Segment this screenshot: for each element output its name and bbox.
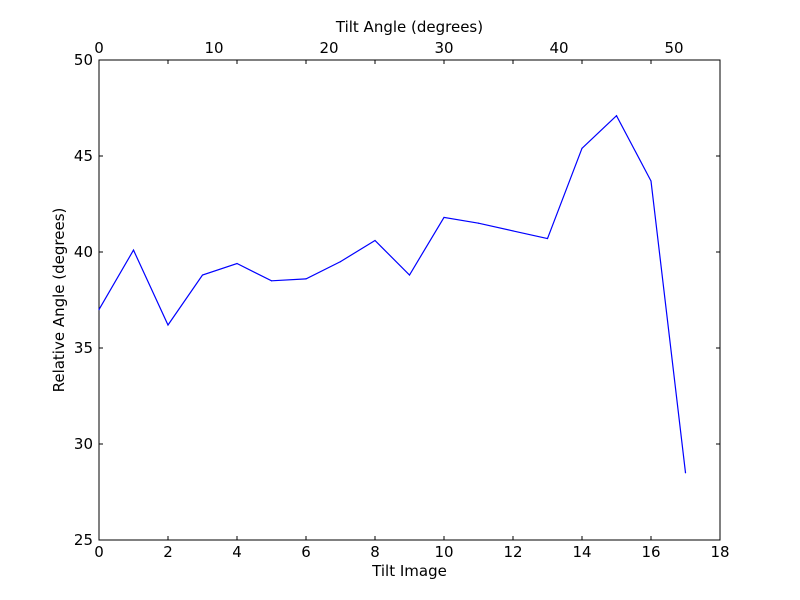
- x-tick-label: 6: [301, 543, 311, 561]
- y-tick-label: 25: [74, 531, 93, 549]
- ticks-layer: 0 2 4 6 8 10 12 14 16 18 0 10 20 30 40 50 25 30 35 40 45 50: [74, 39, 730, 561]
- y-tick-label: 40: [74, 243, 93, 261]
- top-x-tick-label: 0: [94, 39, 104, 57]
- y-tick-label: 45: [74, 147, 93, 165]
- data-point: [132, 249, 135, 251]
- y-axis-label: Relative Angle (degrees): [50, 208, 68, 393]
- x-tick-label: 16: [641, 543, 660, 561]
- x-tick-label: 8: [370, 543, 380, 561]
- x-axis-label: Tilt Image: [371, 562, 447, 580]
- top-x-tick-label: 50: [664, 39, 683, 57]
- top-x-tick-label: 40: [549, 39, 568, 57]
- y-tick-label: 35: [74, 339, 93, 357]
- data-point: [374, 239, 376, 242]
- data-point: [684, 472, 687, 474]
- top-x-tick-label: 30: [434, 39, 453, 57]
- data-point: [650, 180, 652, 182]
- x-tick-label: 12: [503, 543, 522, 561]
- data-point: [443, 216, 445, 219]
- data-point: [408, 274, 411, 276]
- y-tick-label: 50: [74, 51, 93, 69]
- top-x-axis-label: Tilt Angle (degrees): [335, 18, 483, 36]
- data-point: [236, 262, 238, 265]
- data-point: [581, 147, 583, 149]
- x-tick-label: 4: [232, 543, 242, 561]
- x-tick-label: 18: [710, 543, 729, 561]
- top-x-tick-label: 20: [319, 39, 338, 57]
- x-tick-label: 2: [163, 543, 173, 561]
- plot-area-frame: [98, 59, 721, 541]
- y-tick-label: 30: [74, 435, 93, 453]
- x-tick-label: 0: [94, 543, 104, 561]
- top-x-tick-label: 10: [204, 39, 223, 57]
- data-point: [270, 280, 273, 282]
- data-point: [477, 222, 480, 224]
- data-point: [305, 278, 307, 280]
- x-tick-label: 10: [434, 543, 453, 561]
- x-tick-label: 14: [572, 543, 591, 561]
- data-point: [339, 261, 342, 263]
- data-point: [201, 274, 204, 276]
- data-point: [546, 237, 549, 240]
- data-point: [98, 309, 100, 311]
- series-layer: [98, 114, 687, 474]
- data-point: [512, 230, 514, 232]
- data-point: [615, 115, 618, 117]
- data-point: [167, 324, 169, 326]
- series-line: [98, 114, 687, 473]
